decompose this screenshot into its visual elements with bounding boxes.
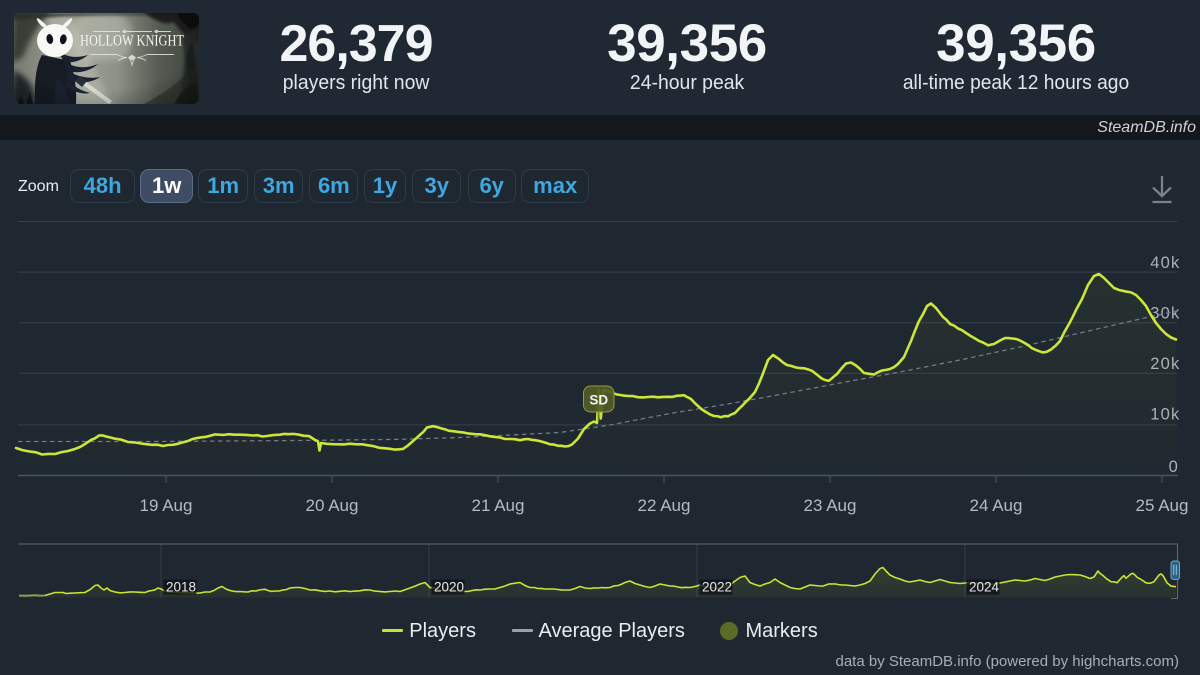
svg-text:SD: SD: [589, 393, 608, 408]
svg-text:21 Aug: 21 Aug: [472, 496, 525, 515]
svg-text:24 Aug: 24 Aug: [970, 496, 1023, 515]
svg-text:2018: 2018: [166, 580, 196, 595]
svg-text:25 Aug: 25 Aug: [1136, 496, 1189, 515]
svg-text:2024: 2024: [969, 580, 1000, 595]
svg-text:20 Aug: 20 Aug: [306, 496, 359, 515]
svg-text:19 Aug: 19 Aug: [140, 496, 193, 515]
svg-text:2022: 2022: [702, 580, 732, 595]
svg-text:23 Aug: 23 Aug: [804, 496, 857, 515]
svg-text:22 Aug: 22 Aug: [638, 496, 691, 515]
svg-text:2020: 2020: [434, 580, 464, 595]
svg-text:30k: 30k: [1150, 304, 1180, 322]
svg-text:40k: 40k: [1150, 254, 1180, 272]
